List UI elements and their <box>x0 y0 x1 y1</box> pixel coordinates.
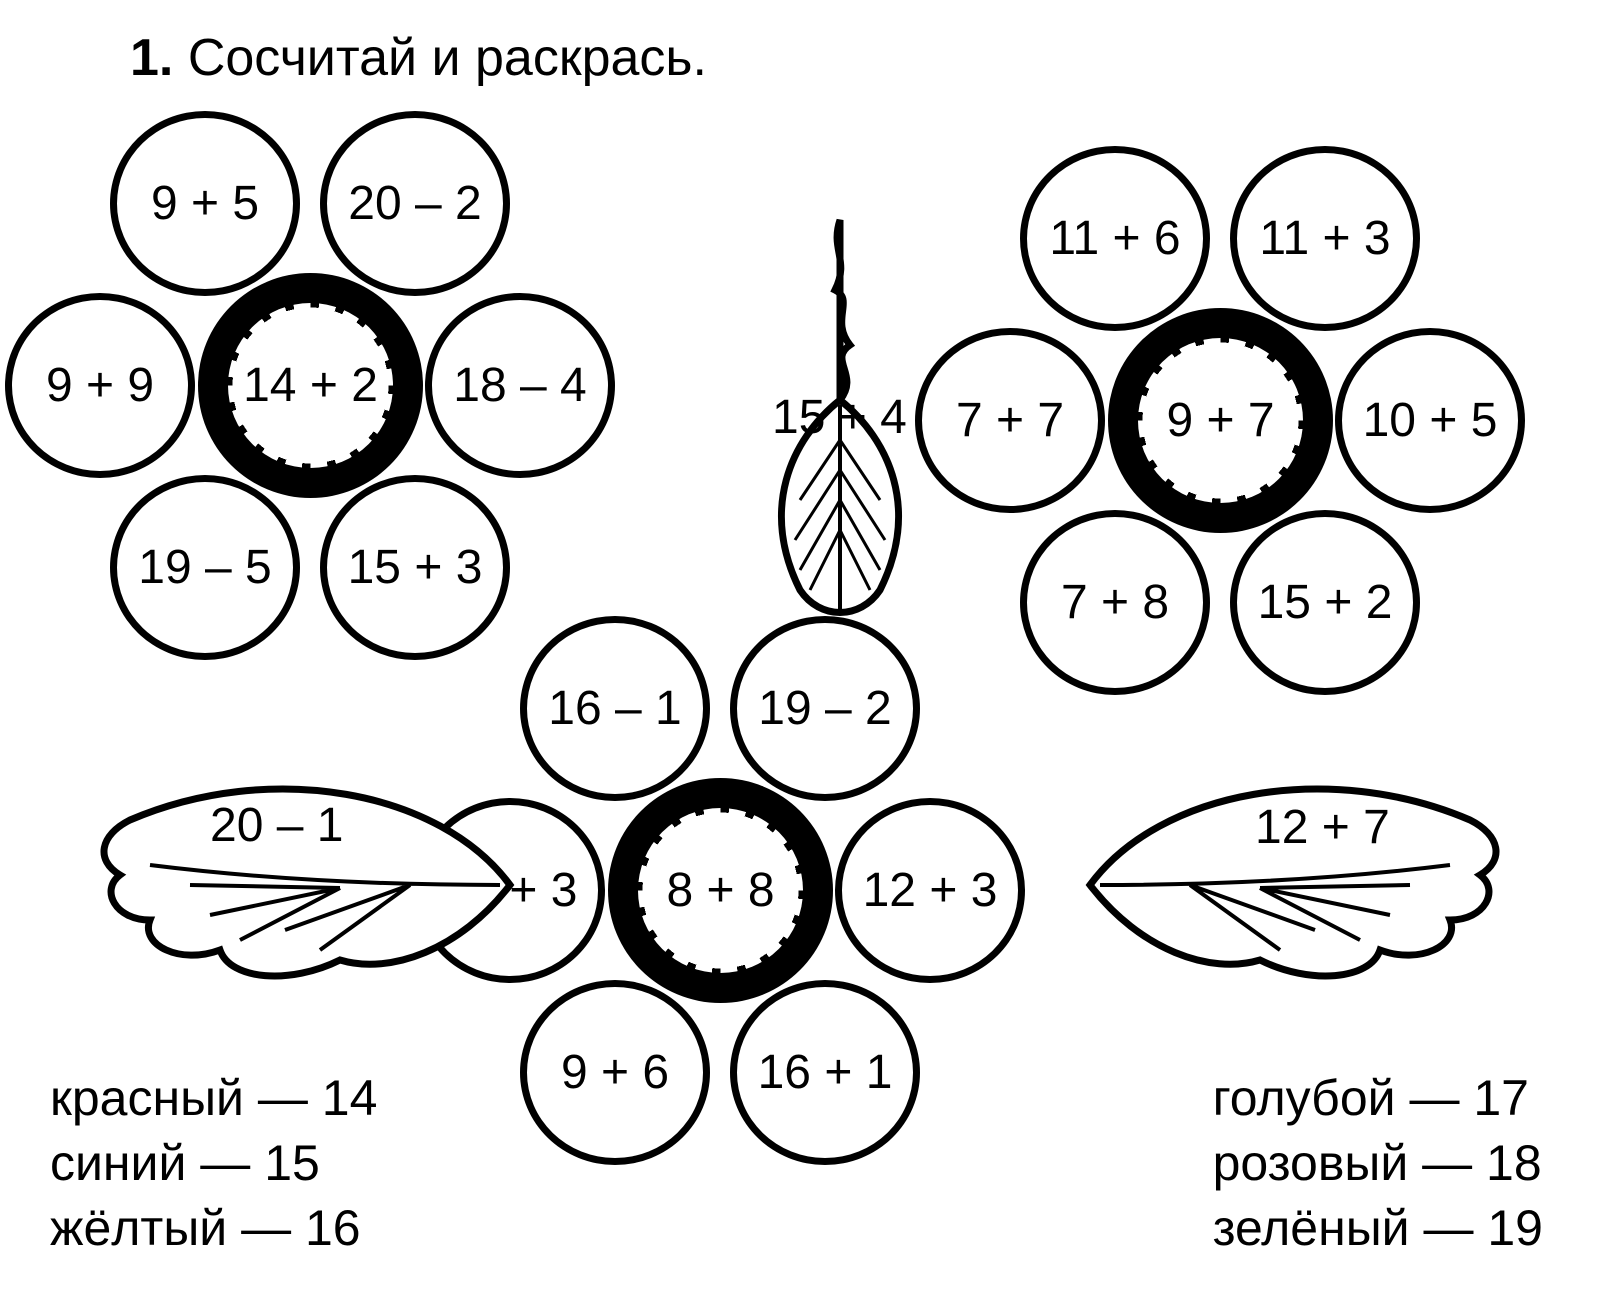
petal: 16 + 1 <box>730 980 920 1165</box>
leaf-big-label: 15 + 4 <box>772 390 907 445</box>
legend-row: голубой — 17 <box>1213 1066 1543 1131</box>
petal: 7 + 8 <box>1020 510 1210 695</box>
flower-center-label: 14 + 2 <box>228 303 393 468</box>
petal: 18 – 4 <box>425 293 615 478</box>
leaf-wing-right: 12 + 7 <box>1080 770 1510 1000</box>
petal: 9 + 6 <box>520 980 710 1165</box>
flower-center-label: 9 + 7 <box>1138 338 1303 503</box>
leaf-wing-right-label: 12 + 7 <box>1255 800 1390 855</box>
legend-row: синий — 15 <box>50 1131 377 1196</box>
legend-right: голубой — 17 розовый — 18 зелёный — 19 <box>1213 1066 1543 1261</box>
legend-row: жёлтый — 16 <box>50 1196 377 1261</box>
petal: 9 + 9 <box>5 293 195 478</box>
legend-left: красный — 14 синий — 15 жёлтый — 16 <box>50 1066 377 1261</box>
petal: 15 + 3 <box>320 475 510 660</box>
flower-center-label: 8 + 8 <box>638 808 803 973</box>
legend-row: зелёный — 19 <box>1213 1196 1543 1261</box>
petal: 11 + 3 <box>1230 146 1420 331</box>
petal: 7 + 7 <box>915 328 1105 513</box>
petal: 11 + 6 <box>1020 146 1210 331</box>
petal: 20 – 2 <box>320 111 510 296</box>
leaf-wing-left: 20 – 1 <box>90 770 520 1000</box>
petal: 19 – 2 <box>730 616 920 801</box>
flower-center: 9 + 7 <box>1108 308 1333 533</box>
petal: 10 + 5 <box>1335 328 1525 513</box>
petal: 15 + 2 <box>1230 510 1420 695</box>
flower-center: 8 + 8 <box>608 778 833 1003</box>
leaf-wing-left-label: 20 – 1 <box>210 798 343 853</box>
exercise-number: 1. <box>130 29 173 87</box>
legend-row: красный — 14 <box>50 1066 377 1131</box>
petal: 16 – 1 <box>520 616 710 801</box>
flower-center: 14 + 2 <box>198 273 423 498</box>
legend-row: розовый — 18 <box>1213 1131 1543 1196</box>
exercise-title: 1. Сосчитай и раскрась. <box>130 28 707 88</box>
exercise-text: Сосчитай и раскрась. <box>188 29 707 87</box>
petal: 9 + 5 <box>110 111 300 296</box>
leaf-big: 15 + 4 <box>740 210 940 630</box>
petal: 19 – 5 <box>110 475 300 660</box>
petal: 12 + 3 <box>835 798 1025 983</box>
